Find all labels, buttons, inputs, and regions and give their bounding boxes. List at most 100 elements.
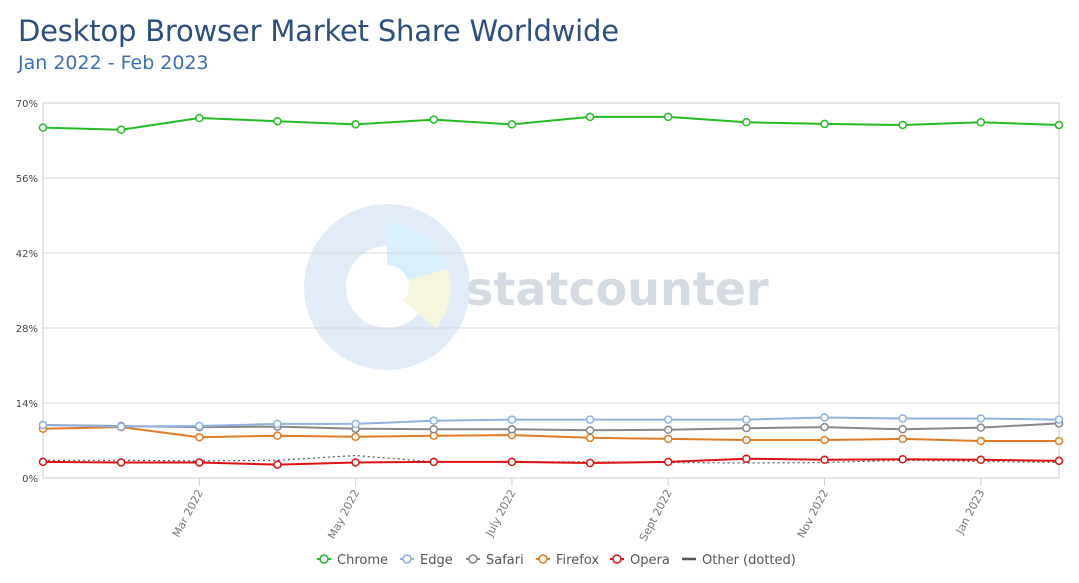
series-line-opera: [42, 457, 1060, 466]
data-point-opera: [976, 455, 986, 465]
data-point-chrome: [273, 116, 282, 126]
data-point-chrome: [195, 113, 204, 123]
data-point-chrome: [429, 115, 439, 124]
chart-subtitle: Jan 2022 - Feb 2023: [18, 52, 209, 74]
watermark-text: statcounter: [466, 262, 769, 316]
watermark-wedge-yellow: [403, 269, 451, 328]
data-point-edge: [195, 421, 204, 431]
data-point-chrome: [585, 112, 595, 122]
y-tick-label: 14%: [16, 399, 38, 410]
legend-label-edge: Edge: [420, 553, 453, 568]
data-point-opera: [116, 458, 126, 467]
data-point-chrome: [351, 120, 360, 129]
legend-label-safari: Safari: [486, 553, 524, 568]
data-point-opera: [195, 458, 204, 467]
y-tick-label: 42%: [16, 249, 38, 260]
legend-swatch-safari: [468, 554, 478, 564]
data-point-chrome: [742, 118, 751, 127]
legend-swatch-edge: [402, 554, 412, 564]
data-point-firefox: [585, 433, 595, 443]
x-axis: Mar 2022 May 2022 July 2022 Sept 2022 Nov 20…: [170, 478, 988, 543]
series-line-firefox: [42, 426, 1059, 442]
data-point-firefox: [820, 435, 829, 445]
data-point-safari: [507, 425, 517, 434]
data-point-edge: [507, 415, 517, 424]
data-point-chrome: [663, 112, 673, 122]
legend-label-opera: Opera: [630, 553, 670, 568]
data-point-safari: [898, 425, 907, 434]
data-point-firefox: [742, 435, 751, 445]
data-point-firefox: [1054, 436, 1064, 446]
data-point-firefox: [663, 434, 673, 444]
data-point-firefox: [195, 433, 204, 442]
data-point-firefox: [351, 432, 360, 441]
x-tick-label: July 2022: [483, 487, 519, 539]
data-point-edge: [742, 415, 751, 424]
data-point-edge: [351, 419, 360, 429]
series-line-edge: [42, 416, 1060, 428]
data-point-safari: [429, 425, 439, 434]
data-point-opera: [898, 455, 907, 464]
data-point-chrome: [976, 118, 986, 127]
y-tick-label: 0%: [22, 474, 38, 485]
data-point-chrome: [820, 119, 829, 129]
data-point-safari: [585, 426, 595, 435]
data-point-edge: [38, 420, 48, 430]
data-point-opera: [742, 454, 751, 463]
x-tick-label: Nov 2022: [795, 487, 831, 540]
data-point-edge: [429, 416, 439, 425]
watermark-hole: [364, 272, 400, 308]
data-point-edge: [585, 415, 595, 424]
legend-label-other-dotted: Other (dotted): [702, 553, 796, 568]
data-point-safari: [820, 422, 829, 432]
data-point-firefox: [976, 436, 986, 446]
legend-swatch-firefox: [538, 554, 548, 564]
x-tick-label: Jan 2023: [953, 487, 988, 537]
x-tick-label: May 2022: [325, 487, 362, 541]
watermark-wedge-cyan: [387, 223, 448, 280]
data-point-edge: [898, 414, 907, 423]
data-point-chrome: [116, 125, 126, 135]
data-point-opera: [38, 457, 48, 467]
legend-label-firefox: Firefox: [556, 553, 599, 568]
data-point-safari: [663, 425, 673, 435]
legend-label-chrome: Chrome: [337, 553, 388, 568]
data-point-chrome: [38, 123, 48, 132]
data-point-opera: [507, 457, 517, 467]
y-tick-label: 56%: [16, 174, 38, 185]
data-point-edge: [663, 415, 673, 424]
data-point-edge: [273, 419, 282, 429]
plot-area-border: [42, 102, 1060, 479]
y-tick-label: 28%: [16, 324, 38, 335]
data-point-opera: [351, 458, 360, 467]
y-axis: 0% 14% 28% 42% 56% 70%: [16, 99, 38, 485]
data-point-edge: [1054, 415, 1064, 424]
data-point-opera: [585, 458, 595, 468]
legend-swatch-opera: [612, 554, 622, 564]
legend: Chrome Edge Safari Firefox Opera Other (dotte…: [317, 553, 796, 568]
y-tick-label: 70%: [16, 99, 38, 110]
data-point-opera: [663, 457, 673, 467]
statcounter-watermark: statcounter: [304, 204, 769, 370]
x-tick-label: Sept 2022: [637, 487, 675, 543]
data-point-opera: [1054, 456, 1064, 466]
series-group: [38, 112, 1064, 469]
data-point-edge: [976, 414, 986, 423]
data-point-chrome: [507, 120, 517, 129]
data-point-opera: [820, 455, 829, 465]
data-point-firefox: [898, 434, 907, 444]
series-line-chrome: [42, 115, 1060, 131]
chart-title: Desktop Browser Market Share Worldwide: [18, 14, 619, 48]
data-point-safari: [976, 423, 986, 432]
data-point-firefox: [273, 431, 282, 440]
data-point-edge: [820, 413, 829, 422]
data-point-edge: [116, 422, 126, 431]
x-tick-label: Mar 2022: [170, 487, 206, 539]
data-point-safari: [742, 423, 751, 433]
data-point-chrome: [898, 120, 907, 130]
data-point-chrome: [1054, 120, 1064, 130]
data-point-opera: [429, 457, 439, 467]
legend-swatch-chrome: [319, 554, 329, 564]
series-line-safari: [42, 422, 1060, 432]
